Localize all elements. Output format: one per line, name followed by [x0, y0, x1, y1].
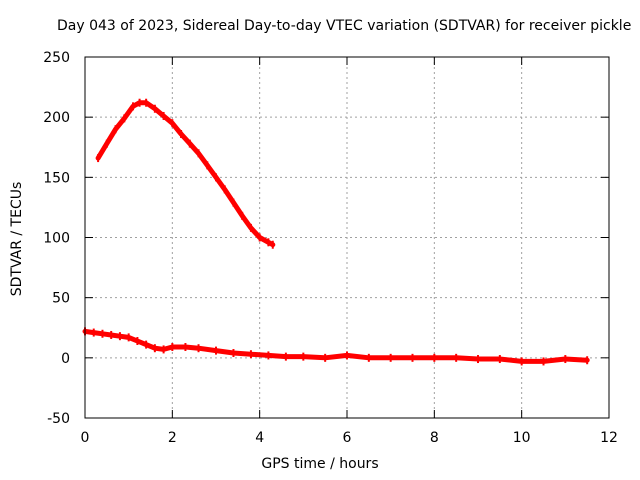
series-line-1: [95, 100, 276, 248]
y-tick-label: 250: [43, 50, 70, 66]
x-tick-label: 2: [168, 430, 177, 446]
series-line-2: [82, 328, 590, 364]
x-tick-label: 6: [343, 430, 352, 446]
y-tick-label: 50: [52, 291, 70, 307]
y-tick-label: 200: [43, 110, 70, 126]
y-axis-label: SDTVAR / TECUs: [9, 181, 25, 297]
y-tick-label: 150: [43, 170, 70, 186]
x-tick-label: 0: [81, 430, 90, 446]
x-tick-label: 8: [430, 430, 439, 446]
y-tick-label: 0: [61, 351, 70, 367]
y-tick-label: -50: [47, 411, 70, 427]
chart-title: Day 043 of 2023, Sidereal Day-to-day VTE…: [57, 18, 632, 34]
x-tick-label: 12: [600, 430, 618, 446]
x-axis-label: GPS time / hours: [261, 456, 379, 472]
data-series: [82, 98, 590, 366]
y-tick-label: 100: [43, 231, 70, 247]
x-tick-label: 4: [255, 430, 264, 446]
x-tick-label: 10: [513, 430, 531, 446]
axis-ticks: [84, 56, 610, 419]
tick-labels: 0 2 4 6 8 10 12 -50 0 50 100 150 200 250: [43, 50, 618, 446]
